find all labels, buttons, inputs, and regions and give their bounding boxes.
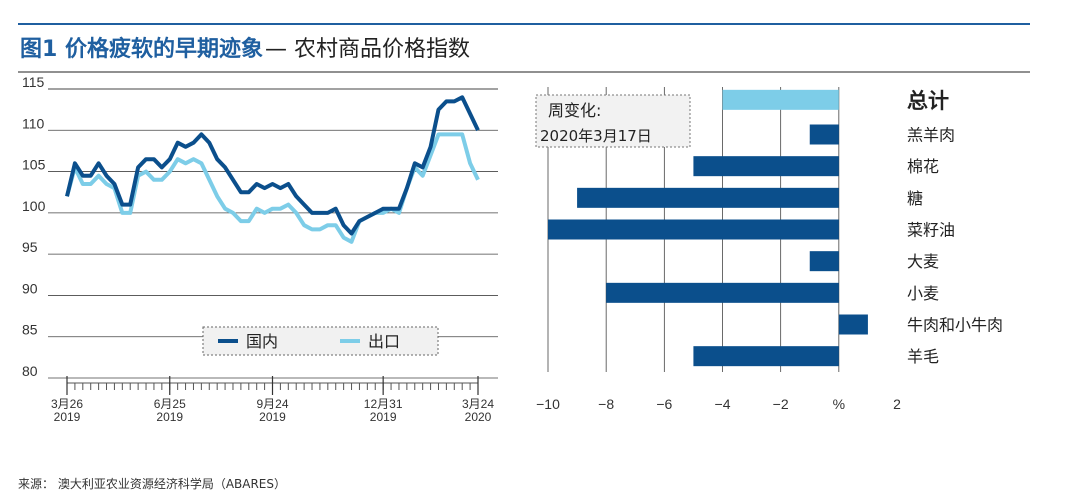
x-tick-year: 2019 xyxy=(54,410,81,424)
line-chart-legend: 国内 出口 xyxy=(202,326,439,356)
subtitle-line-2: 2020年3月17日 xyxy=(540,127,652,145)
series-line-domestic xyxy=(65,95,480,236)
x-tick-year: 2019 xyxy=(156,410,183,424)
title-strong-text: 图1 价格疲软的早期迹象 xyxy=(20,36,263,62)
bar-chart-bars xyxy=(548,89,868,367)
category-label: 糖 xyxy=(907,189,923,208)
category-label: 羊毛 xyxy=(907,347,939,366)
y-tick-label: 85 xyxy=(22,322,38,338)
legend-label: 国内 xyxy=(246,332,278,351)
line-chart-y-tick-labels: 80 85 90 95 100 105 110 115 xyxy=(22,74,46,379)
bar-chart-x-tick-labels: −10 −8 −6 −4 −2% 2 xyxy=(536,396,901,412)
category-label: 羔羊肉 xyxy=(907,126,955,145)
x-tick-label: 9月24 xyxy=(256,397,288,411)
series-line-export xyxy=(65,132,480,244)
y-tick-label: 105 xyxy=(22,157,46,173)
legend-label: 出口 xyxy=(368,332,400,351)
bar-chart-subtitle: 周变化: 2020年3月17日 xyxy=(535,94,691,148)
x-tick-label: −4 xyxy=(715,396,731,412)
y-tick-label: 95 xyxy=(22,239,38,255)
bar xyxy=(606,282,839,303)
category-label: 牛肉和小牛肉 xyxy=(907,316,1003,335)
subtitle-line-1: 周变化: xyxy=(548,101,601,120)
x-tick-label: 3月24 xyxy=(462,397,494,411)
category-label: 小麦 xyxy=(907,284,939,303)
y-tick-label: 100 xyxy=(22,198,46,214)
y-tick-label: 110 xyxy=(22,115,45,131)
line-chart-x-axis: 3月2620196月2520199月24201912月3120193月24202… xyxy=(51,376,494,424)
x-tick-label: 3月26 xyxy=(51,397,83,411)
title-rest-text: — 农村商品价格指数 xyxy=(265,37,470,62)
category-label: 大麦 xyxy=(907,252,939,271)
x-tick-label: −6 xyxy=(656,396,672,412)
bar xyxy=(809,124,839,145)
x-tick-year: 2019 xyxy=(370,410,397,424)
x-tick-label: −2 xyxy=(773,396,789,412)
x-tick-year: 2020 xyxy=(465,410,492,424)
legend-box xyxy=(202,326,439,356)
category-label: 菜籽油 xyxy=(907,221,955,240)
x-tick-label: 6月25 xyxy=(154,397,186,411)
line-chart-series xyxy=(65,95,480,244)
y-tick-label: 90 xyxy=(22,280,38,296)
bar xyxy=(693,156,839,177)
bar xyxy=(722,89,839,110)
x-tick-year: 2019 xyxy=(259,410,286,424)
bar xyxy=(809,251,839,272)
bar xyxy=(838,314,868,335)
y-tick-label: 115 xyxy=(22,74,45,90)
category-label: 棉花 xyxy=(907,157,939,176)
category-label: 总计 xyxy=(907,89,949,113)
bar xyxy=(548,219,839,240)
x-tick-label: −8 xyxy=(598,396,614,412)
bar xyxy=(693,346,839,367)
bar xyxy=(577,187,839,208)
y-tick-label: 80 xyxy=(22,363,38,379)
x-tick-label: 2 xyxy=(893,396,901,412)
subtitle-box xyxy=(535,94,691,148)
source-note: 来源： 澳大利亚农业资源经济科学局（ABARES） xyxy=(18,476,286,491)
x-axis-unit-label: % xyxy=(833,396,845,412)
figure-title: 图1 价格疲软的早期迹象— 农村商品价格指数 xyxy=(20,36,470,62)
x-tick-label: −10 xyxy=(536,396,560,412)
x-tick-label: 12月31 xyxy=(364,397,403,411)
